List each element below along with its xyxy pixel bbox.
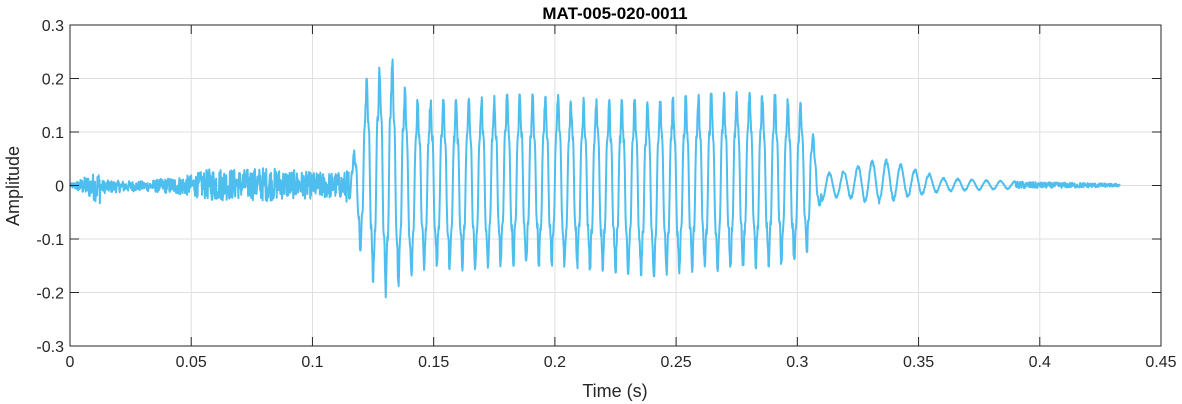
y-tick-label: -0.1: [36, 232, 64, 249]
x-tick-label: 0.2: [544, 354, 566, 371]
chart-title: MAT-005-020-0011: [542, 4, 687, 23]
x-tick-label: 0.3: [786, 354, 808, 371]
x-tick-label: 0.05: [176, 354, 207, 371]
x-tick-label: 0.45: [1145, 354, 1176, 371]
y-tick-label: -0.3: [36, 339, 64, 356]
axis-ticks: [69, 24, 1162, 347]
y-tick-label: 0.3: [42, 18, 64, 35]
x-tick-label: 0: [66, 354, 75, 371]
x-tick-label: 0.15: [418, 354, 449, 371]
y-tick-label: 0.1: [42, 125, 64, 142]
y-axis-title: Amplitude: [3, 146, 23, 226]
waveform-line: [69, 58, 1121, 299]
x-tick-label: 0.1: [301, 354, 323, 371]
x-tick-label: 0.35: [903, 354, 934, 371]
x-axis-title: Time (s): [582, 381, 647, 401]
x-tick-label: 0.4: [1029, 354, 1051, 371]
x-tick-labels: 0 0.05 0.1 0.15 0.2 0.25 0.3 0.35 0.4 0.45: [66, 354, 1177, 371]
waveform-series: [69, 58, 1121, 299]
y-tick-labels: -0.3 -0.2 -0.1 0 0.1 0.2 0.3: [36, 18, 64, 356]
y-tick-label: 0.2: [42, 72, 64, 89]
y-tick-label: -0.2: [36, 286, 64, 303]
x-tick-label: 0.25: [661, 354, 692, 371]
y-tick-label: 0: [55, 179, 64, 196]
